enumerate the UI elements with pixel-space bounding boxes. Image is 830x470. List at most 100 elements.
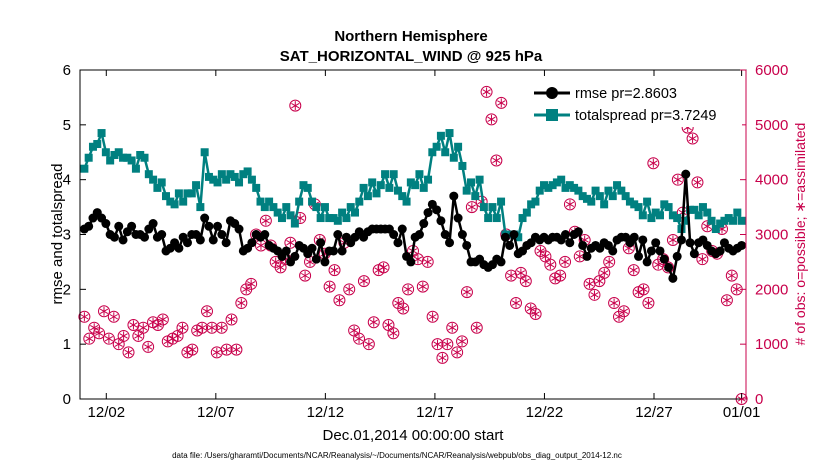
totalspread-point [226, 170, 235, 179]
totalspread-point [565, 181, 574, 190]
totalspread-point [101, 148, 110, 157]
rmse-point [509, 230, 519, 239]
rmse-point [582, 251, 592, 261]
obs-point [93, 327, 106, 340]
rmse-point [672, 251, 682, 261]
obs-point [593, 275, 606, 288]
totalspread-point [131, 164, 140, 173]
obs-possible-marker [627, 264, 640, 277]
obs-point [230, 343, 243, 356]
totalspread-point [608, 192, 617, 201]
obs-possible-marker [142, 340, 155, 353]
obs-possible-marker [137, 321, 150, 334]
obs-point [495, 96, 508, 109]
obs-possible-marker [431, 338, 444, 351]
obs-assimilated-stroke [727, 272, 736, 279]
obs-assimilated-stroke [467, 204, 477, 210]
rmse-series [79, 169, 747, 283]
obs-assimilated-stroke [261, 218, 271, 224]
obs-point [456, 335, 469, 348]
chart-title: Northern Hemisphere [334, 28, 487, 45]
x-tick-label: 12/17 [416, 404, 454, 421]
totalspread-point [441, 148, 450, 157]
y-tick-label: 4 [63, 172, 71, 189]
legend-spread-label: totalspread pr=3.7249 [575, 108, 716, 124]
x-tick-label: 12/27 [635, 404, 673, 421]
obs-assimilated-stroke [590, 292, 599, 298]
totalspread-point [471, 192, 480, 201]
obs-assimilated-stroke [443, 341, 452, 347]
totalspread-point [192, 181, 201, 190]
obs-assimilated-stroke [668, 237, 678, 243]
obs-possible-marker [397, 302, 410, 315]
totalspread-point [243, 167, 252, 176]
obs-possible-marker [220, 343, 233, 356]
obs-possible-marker [456, 335, 469, 348]
obs-assimilated-stroke [433, 341, 442, 347]
totalspread-point [621, 192, 630, 201]
obs-possible-marker [642, 297, 655, 310]
totalspread-series [80, 129, 746, 242]
obs-assimilated-stroke [511, 300, 521, 306]
rmse-point [565, 238, 575, 248]
obs-assimilated-stroke [94, 330, 104, 336]
obs-point [225, 313, 238, 326]
obs-assimilated-stroke [516, 270, 526, 276]
totalspread-point [166, 197, 175, 206]
totalspread-point [368, 178, 377, 187]
totalspread-point [518, 214, 527, 223]
obs-possible-marker [107, 310, 120, 323]
obs-assimilated-stroke [139, 325, 148, 331]
legend: rmse pr=2.8603 totalspread pr=3.7249 [526, 79, 742, 127]
obs-point [583, 277, 596, 290]
obs-point [671, 173, 684, 186]
obs-point [637, 283, 650, 296]
rmse-point [646, 246, 656, 256]
obs-assimilated-stroke [129, 322, 138, 328]
totalspread-point [686, 205, 695, 214]
rmse-point [655, 246, 665, 256]
totalspread-point [239, 170, 248, 179]
obs-point [107, 310, 120, 323]
totalspread-point [136, 150, 145, 159]
obs-assimilated-stroke [565, 201, 575, 208]
totalspread-point [574, 186, 583, 195]
obs-possible-marker [201, 305, 214, 318]
obs-point [559, 255, 572, 268]
obs-assimilated-stroke [359, 278, 369, 284]
rmse-point [333, 230, 343, 239]
obs-possible-marker [186, 343, 199, 356]
obs-possible-marker [480, 85, 493, 98]
totalspread-point [106, 156, 115, 165]
obs-possible-marker [83, 332, 96, 345]
obs-possible-marker [215, 321, 228, 334]
obs-assimilated-stroke [143, 344, 153, 350]
obs-assimilated-stroke [271, 259, 280, 265]
totalspread-point [673, 214, 682, 223]
obs-possible-marker [299, 269, 312, 282]
totalspread-point [174, 189, 183, 198]
obs-assimilated-stroke [222, 346, 231, 353]
totalspread-point [544, 183, 553, 192]
totalspread-point [359, 183, 368, 192]
obs-possible-marker [519, 275, 532, 288]
obs-assimilated-stroke [472, 325, 481, 331]
obs-point [441, 338, 454, 351]
legend-spread-marker [546, 109, 558, 121]
obs-possible-marker [720, 294, 733, 307]
rmse-point [560, 230, 570, 239]
y-tick-label: 5 [63, 117, 71, 134]
rmse-point [453, 213, 463, 223]
rmse-point [247, 238, 257, 248]
obs-point [343, 283, 356, 296]
obs-possible-marker [294, 212, 307, 225]
obs-assimilated-stroke [80, 314, 89, 320]
totalspread-point [265, 197, 274, 206]
obs-assimilated-stroke [403, 286, 413, 293]
rmse-point [642, 257, 652, 267]
totalspread-point [320, 203, 329, 212]
totalspread-point [707, 216, 716, 225]
obs-assimilated-stroke [605, 259, 614, 265]
totalspread-point [183, 189, 192, 198]
rmse-point [496, 257, 506, 267]
